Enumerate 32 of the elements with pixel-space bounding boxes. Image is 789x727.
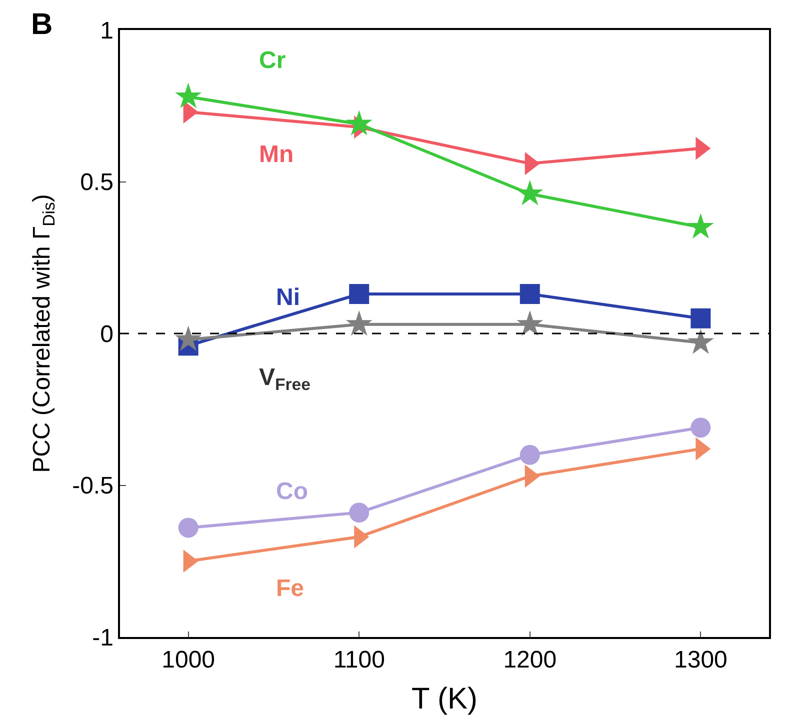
point [520,444,540,465]
x-tick-label: 1200 [503,646,557,674]
y-tick-label: -0.5 [72,472,114,500]
point [687,213,714,239]
point [175,82,202,108]
point [690,418,711,438]
point [346,310,372,336]
series-label: V$_{Free}$ [259,364,310,394]
series-label: Ni [276,284,300,311]
y-tick-label: 1 [100,17,114,44]
point [346,110,372,136]
point [175,326,202,351]
x-axis-title: T (K) [411,682,478,716]
x-tick-label: 1000 [162,646,216,674]
point [349,284,370,304]
series-label: Fe [276,575,304,602]
series-label: Cr [259,47,286,74]
y-tick-label: 0 [100,320,114,348]
x-tick-label: 1300 [674,646,728,674]
y-tick-label: -1 [92,624,114,652]
point [349,502,370,523]
point [687,328,714,354]
y-tick-label: 0.5 [80,169,114,196]
series-label: Mn [259,141,294,168]
point [516,180,544,206]
text: B [31,8,53,41]
point [178,518,198,538]
series-label: Co [276,478,308,505]
x-tick-label: 1100 [333,646,385,674]
point [690,308,711,328]
point [516,310,544,336]
point [520,284,540,304]
